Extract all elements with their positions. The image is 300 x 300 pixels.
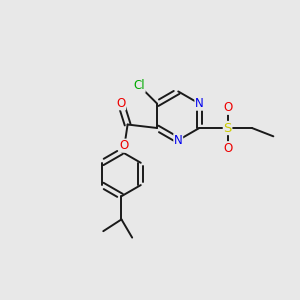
Text: Cl: Cl: [134, 79, 145, 92]
Text: O: O: [116, 97, 125, 110]
Text: O: O: [223, 101, 232, 114]
Text: N: N: [174, 134, 183, 147]
Text: N: N: [195, 97, 204, 110]
Text: S: S: [224, 122, 232, 134]
Text: O: O: [223, 142, 232, 155]
Text: O: O: [120, 139, 129, 152]
